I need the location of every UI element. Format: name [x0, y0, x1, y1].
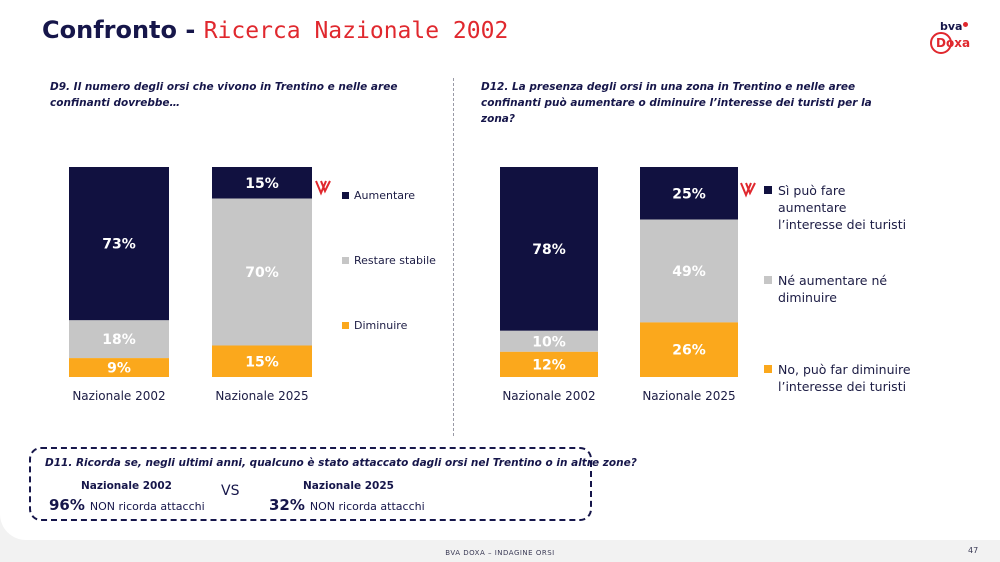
logo-doxa-text: Doxa	[936, 36, 971, 50]
page-title: Confronto - Ricerca Nazionale 2002	[42, 16, 508, 44]
recall-right-text: NON ricorda attacchi	[309, 500, 425, 513]
recall-box: D11. Ricorda se, negli ultimi anni, qual…	[29, 447, 637, 521]
check-icon-d12	[740, 182, 756, 198]
legend-label: Né aumentare né diminuire	[778, 273, 888, 305]
question-d12: D12. La presenza degli orsi in una zona …	[481, 81, 872, 125]
legend-item-diminuire: Diminuire	[342, 319, 407, 332]
recall-left-label: Nazionale 2002	[81, 480, 172, 492]
legend-item-diminuire-turisti: No, può far diminuire l’interesse dei tu…	[764, 361, 914, 395]
legend-label: Sì può fare aumentare l’interesse dei tu…	[778, 183, 907, 232]
recall-right-value: 32% NON ricorda attacchi	[269, 496, 425, 514]
recall-left-value: 96% NON ricorda attacchi	[49, 496, 205, 514]
logo-dot	[963, 22, 968, 27]
title-accent: Ricerca Nazionale 2002	[203, 18, 509, 44]
legend-swatch	[342, 322, 349, 329]
logo-bva-text: bva	[940, 20, 963, 33]
footer-text: BVA DOXA – INDAGINE ORSI	[445, 549, 555, 557]
recall-question: D11. Ricorda se, negli ultimi anni, qual…	[45, 457, 637, 469]
check-icon-d9	[315, 180, 331, 196]
legend-swatch	[764, 186, 772, 194]
page-number: 47	[968, 546, 979, 555]
recall-right-pct: 32%	[269, 496, 305, 514]
question-d9: D9. Il numero degli orsi che vivono in T…	[50, 81, 398, 109]
legend-label: Restare stabile	[354, 254, 436, 267]
legend-swatch	[342, 192, 349, 199]
legend-item-aumentare: Aumentare	[342, 189, 415, 202]
legend-swatch	[764, 365, 772, 373]
legend-label: Aumentare	[354, 189, 416, 202]
legend-item-aumentare-turisti: Sì può fare aumentare l’interesse dei tu…	[764, 182, 914, 233]
legend-item-ne-aumentare: Né aumentare né diminuire	[764, 272, 914, 306]
recall-left-pct: 96%	[49, 496, 85, 514]
logo-ring	[930, 32, 952, 54]
recall-left-text: NON ricorda attacchi	[89, 500, 205, 513]
vs-label: VS	[221, 483, 240, 499]
legend-swatch	[764, 276, 772, 284]
legend-item-restare-stabile: Restare stabile	[342, 254, 436, 267]
recall-right-label: Nazionale 2025	[303, 480, 394, 492]
bva-doxa-logo: bva Doxa	[928, 20, 974, 60]
legend-label: Diminuire	[354, 319, 408, 332]
panel-divider	[453, 78, 454, 436]
legend-label: No, può far diminuire l’interesse dei tu…	[778, 362, 911, 394]
legend-swatch	[342, 257, 349, 264]
title-main: Confronto -	[42, 16, 196, 44]
